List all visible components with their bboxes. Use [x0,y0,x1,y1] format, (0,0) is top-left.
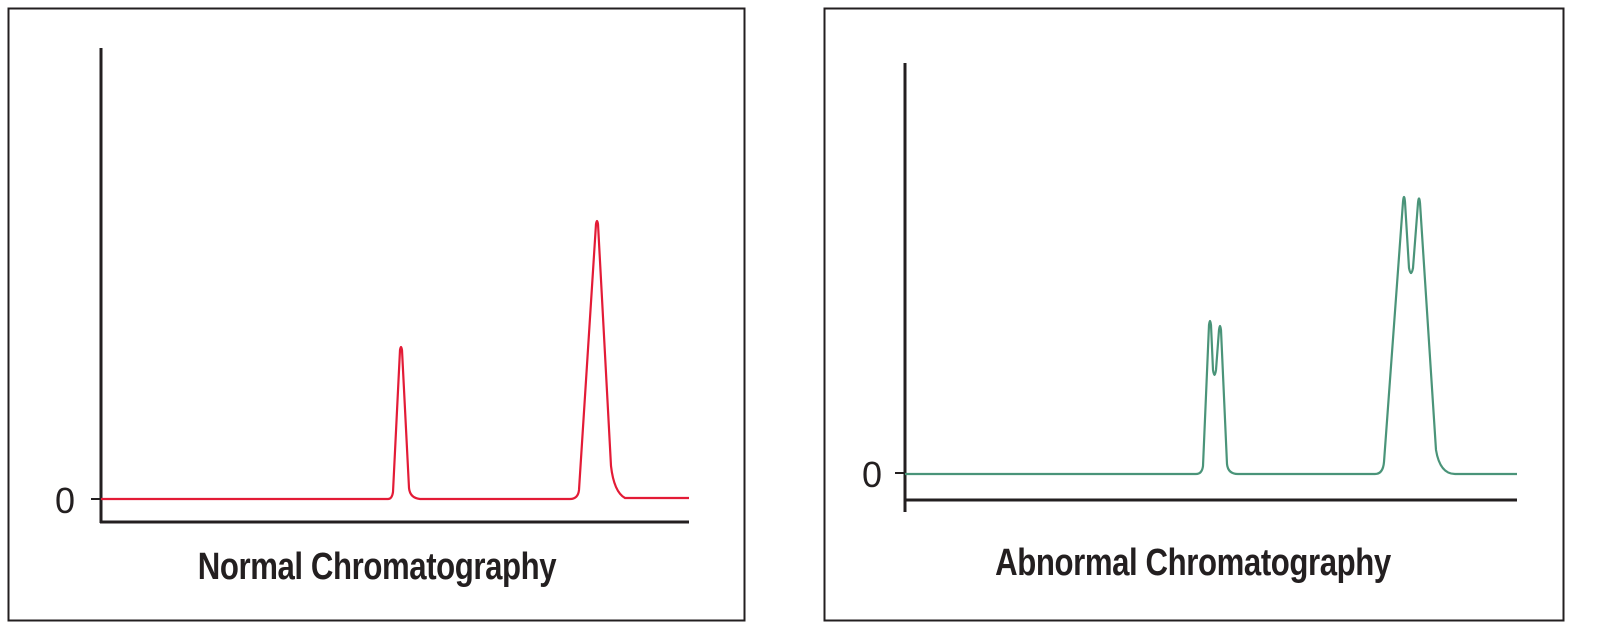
abnormal-caption: Abnormal Chromatography [995,542,1391,584]
abnormal-zero-label: 0 [862,454,883,495]
normal-caption: Normal Chromatography [197,546,557,588]
normal-panel-frame [7,7,746,622]
normal-zero-label: 0 [55,480,76,521]
normal-trace [101,219,689,501]
abnormal-trace [905,195,1517,476]
abnormal-panel-frame [823,7,1565,622]
